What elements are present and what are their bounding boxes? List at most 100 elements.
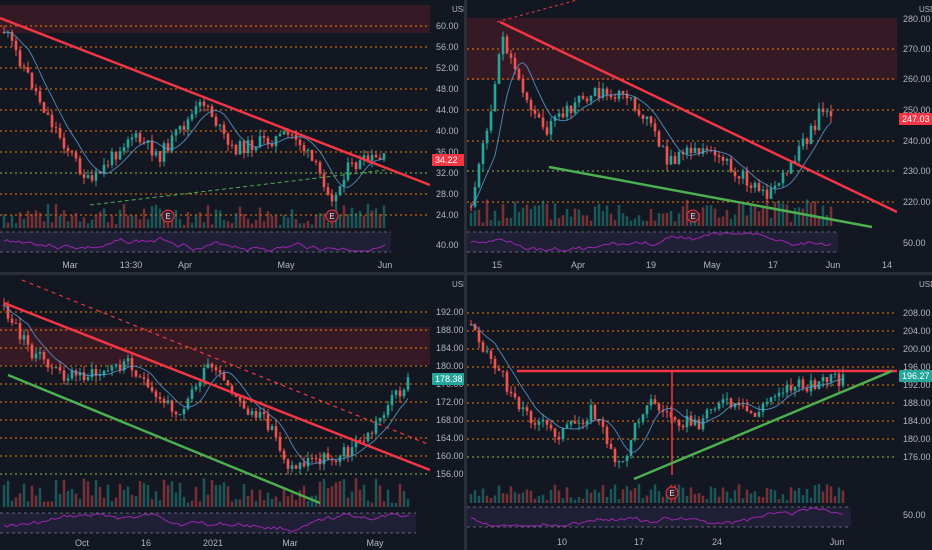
volume-bar — [362, 484, 366, 507]
candle-body — [777, 392, 781, 397]
price-tick-label: 196.00 — [903, 362, 931, 372]
candle-body — [629, 439, 633, 456]
price-tick-label: 28.00 — [436, 189, 459, 199]
volume-bar — [753, 491, 757, 503]
volume-bar — [673, 221, 677, 226]
pane-divider-horizontal[interactable] — [0, 272, 932, 275]
volume-bar — [545, 499, 549, 503]
candle-body — [134, 370, 138, 377]
candle-body — [230, 144, 234, 146]
candle-body — [66, 378, 70, 381]
chart-pane-bottom-left[interactable]: USD192.00188.00184.00180.00176.00172.001… — [0, 275, 464, 550]
pane-divider-vertical[interactable] — [464, 0, 467, 550]
price-tick-label: 52.00 — [436, 63, 459, 73]
candle-body — [641, 414, 645, 423]
chart-pane-top-left[interactable]: E E USD 60.00 56.00 52.00 48.00 44.00 40.00 36.00… — [0, 0, 464, 272]
volume-bar — [813, 485, 817, 503]
candle-body — [370, 154, 374, 161]
volume-bar — [278, 501, 282, 507]
candle-body — [182, 409, 186, 415]
time-tick-label: Jun — [826, 260, 841, 270]
volume-bar — [318, 481, 322, 507]
volume-bar — [194, 214, 198, 228]
volume-bar — [765, 200, 769, 226]
volume-bar — [829, 206, 833, 226]
volume-bar — [214, 485, 218, 507]
volume-bar — [649, 208, 653, 226]
volume-bar — [298, 223, 302, 228]
volume-bar — [330, 486, 334, 507]
volume-bar — [26, 501, 30, 507]
volume-bar — [565, 487, 569, 503]
volume-bar — [797, 488, 801, 503]
rsi-tick-label: 50.00 — [903, 510, 926, 520]
volume-bar — [737, 484, 741, 503]
time-tick-label: 14 — [882, 260, 892, 270]
candle-body — [262, 136, 266, 138]
candle-body — [721, 399, 725, 404]
volume-bar — [517, 211, 521, 226]
volume-bar — [477, 209, 481, 226]
time-tick-label: 17 — [634, 537, 644, 547]
candle-body — [218, 370, 222, 373]
price-tick-label: 204.00 — [903, 326, 931, 336]
downtrend-line — [499, 20, 898, 214]
candle-body — [358, 160, 362, 170]
volume-bar — [222, 482, 226, 507]
chart-canvas[interactable]: E USD 208.00 204.00 200.00 196.00 192.00 188.00… — [467, 275, 932, 550]
volume-bar — [557, 218, 561, 226]
candle-body — [789, 162, 793, 174]
candle-body — [481, 342, 485, 352]
candle-body — [130, 358, 134, 371]
candle-body — [557, 436, 561, 440]
volume-bar — [250, 489, 254, 507]
earnings-marker — [325, 209, 339, 223]
candle-body — [821, 108, 825, 113]
chart-canvas[interactable]: E USD280.00 270.00 260.00 250.00 240.00 230.00… — [467, 0, 932, 272]
chart-pane-bottom-right[interactable]: E USD 208.00 204.00 200.00 196.00 192.00 188.00… — [467, 275, 932, 550]
candle-body — [777, 183, 781, 186]
chart-canvas[interactable]: USD192.00188.00184.00180.00176.00172.001… — [0, 275, 464, 550]
volume-bar — [513, 201, 517, 226]
volume-bar — [697, 213, 701, 226]
volume-bar — [298, 490, 302, 507]
chart-canvas[interactable]: E E USD 60.00 56.00 52.00 48.00 44.00 40.00 36.00… — [0, 0, 464, 272]
moving-average-line — [470, 323, 844, 453]
candle-body — [34, 353, 38, 359]
chart-pane-top-right[interactable]: E USD280.00 270.00 260.00 250.00 240.00 230.00… — [467, 0, 932, 272]
extended-trend-line — [496, 0, 578, 23]
time-tick-label: Mar — [62, 260, 78, 270]
candle-body — [138, 376, 142, 378]
volume-bar — [50, 222, 54, 228]
volume-bar — [34, 210, 38, 228]
candle-body — [713, 150, 717, 156]
candle-body — [134, 133, 138, 138]
volume-bar — [569, 497, 573, 503]
volume-bar — [90, 219, 94, 228]
candle-body — [545, 419, 549, 425]
support-trend-line — [7, 373, 321, 505]
volume-bar — [617, 205, 621, 226]
volume-bar — [282, 215, 286, 228]
candle-body — [166, 143, 170, 152]
volume-bar — [246, 218, 250, 228]
volume-bar — [186, 502, 190, 507]
volume-bar — [98, 486, 102, 507]
volume-bar — [146, 484, 150, 507]
volume-bar — [174, 209, 178, 228]
volume-bar — [709, 205, 713, 226]
candle-body — [290, 465, 294, 469]
volume-bar — [789, 487, 793, 503]
candle-body — [238, 396, 242, 401]
candle-body — [537, 421, 541, 425]
price-tick-label: 192.00 — [436, 307, 464, 317]
candle-body — [118, 364, 122, 371]
volume-bar — [601, 211, 605, 226]
volume-bar — [557, 490, 561, 503]
volume-bar — [10, 500, 14, 507]
volume-bar — [82, 478, 86, 507]
volume-bar — [493, 495, 497, 503]
volume-bar — [182, 224, 186, 228]
volume-bar — [733, 214, 737, 226]
volume-bar — [605, 205, 609, 226]
